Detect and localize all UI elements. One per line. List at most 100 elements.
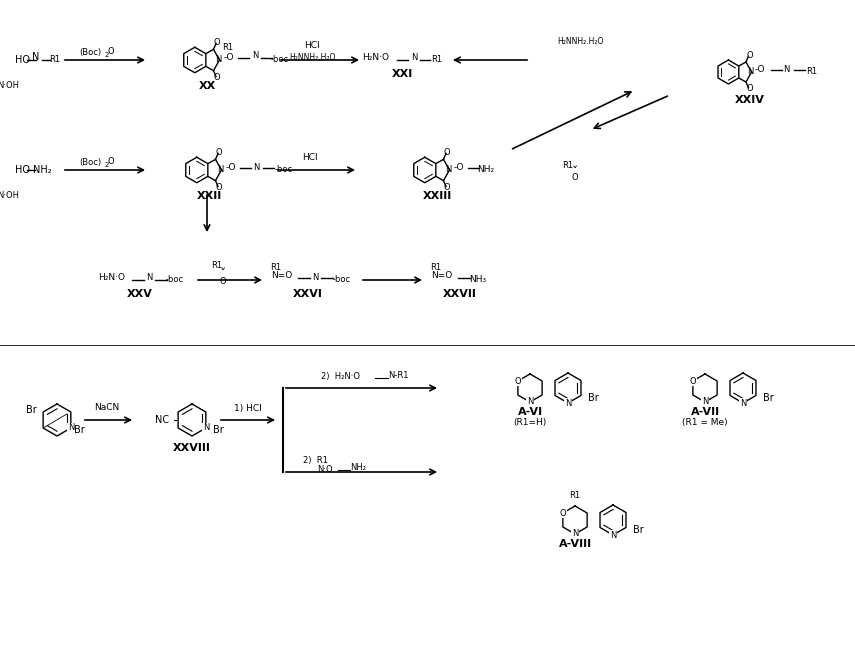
Text: ˇ: ˇ [220, 268, 226, 281]
Text: O: O [690, 376, 696, 385]
Text: O: O [444, 148, 451, 157]
Text: A-VI: A-VI [517, 407, 543, 417]
Text: N: N [610, 530, 616, 540]
Text: N: N [217, 166, 224, 174]
Text: XXI: XXI [392, 69, 413, 79]
Text: XXVI: XXVI [293, 289, 323, 299]
Text: N: N [783, 64, 790, 73]
Text: XX: XX [198, 81, 215, 91]
Text: N: N [572, 530, 578, 538]
Text: ˇ: ˇ [572, 166, 578, 179]
Text: NH₃: NH₃ [469, 276, 486, 285]
Text: XXVII: XXVII [443, 289, 477, 299]
Text: R1: R1 [430, 263, 441, 272]
Text: N·O: N·O [317, 465, 333, 473]
Text: HCl: HCl [302, 153, 318, 162]
Text: O: O [108, 157, 115, 166]
Text: O: O [214, 38, 221, 47]
Text: N: N [252, 51, 258, 60]
Text: N: N [527, 398, 534, 406]
Text: N: N [203, 424, 209, 432]
Text: R1: R1 [270, 263, 281, 272]
Text: 2: 2 [105, 52, 109, 58]
Text: -boc: -boc [270, 55, 288, 64]
Text: XXIII: XXIII [422, 191, 451, 201]
Text: N: N [410, 53, 417, 62]
Text: O: O [746, 84, 752, 93]
Text: N: N [740, 398, 746, 408]
Text: H₂NNH₂.H₂O: H₂NNH₂.H₂O [557, 38, 603, 47]
Text: A-VII: A-VII [691, 407, 720, 417]
Text: 2: 2 [105, 162, 109, 168]
Text: NC: NC [155, 415, 169, 425]
Text: NaCN: NaCN [94, 404, 120, 413]
Text: O: O [220, 278, 227, 287]
Text: 2)  H₂N·O: 2) H₂N·O [321, 372, 359, 380]
Text: R1: R1 [563, 161, 574, 170]
Text: R1: R1 [222, 44, 233, 53]
Text: NH₂: NH₂ [350, 463, 366, 473]
Text: Br: Br [763, 393, 774, 403]
Text: R1: R1 [432, 55, 443, 64]
Text: (R1 = Me): (R1 = Me) [682, 419, 728, 428]
Text: R1: R1 [211, 261, 222, 270]
Text: O: O [444, 183, 451, 192]
Text: N: N [215, 55, 221, 64]
Text: N: N [702, 398, 708, 406]
Text: XXII: XXII [197, 191, 221, 201]
Text: R1: R1 [806, 68, 817, 77]
Text: XXIV: XXIV [735, 95, 765, 105]
Text: -O: -O [225, 162, 236, 172]
Text: R1: R1 [50, 55, 61, 64]
Text: XXVIII: XXVIII [173, 443, 211, 453]
Text: (R1=H): (R1=H) [513, 419, 546, 428]
Text: N: N [312, 272, 318, 281]
Text: N·OH: N·OH [0, 81, 19, 90]
Text: -O: -O [453, 162, 463, 172]
Text: XXV: XXV [127, 289, 153, 299]
Text: HO: HO [15, 55, 30, 65]
Text: O: O [515, 376, 522, 385]
Text: Br: Br [587, 393, 598, 403]
Text: N: N [445, 166, 451, 174]
Text: H₂N·O: H₂N·O [363, 53, 390, 62]
Text: Br: Br [213, 425, 223, 435]
Text: (Boc): (Boc) [79, 47, 101, 57]
Text: -O: -O [223, 53, 233, 62]
Text: N-R1: N-R1 [388, 372, 408, 380]
Text: NH₂: NH₂ [477, 166, 494, 174]
Text: O: O [572, 174, 578, 183]
Text: 1) HCl: 1) HCl [234, 404, 262, 413]
Text: -boc: -boc [333, 276, 351, 285]
Text: Br: Br [633, 525, 643, 535]
Text: -boc: -boc [166, 276, 184, 285]
Text: Br: Br [26, 405, 37, 415]
Text: N: N [32, 52, 39, 62]
Text: O: O [559, 508, 566, 517]
Text: R1: R1 [569, 491, 581, 500]
Text: NH₂: NH₂ [32, 165, 51, 175]
Text: -O: -O [754, 66, 765, 75]
Text: O: O [214, 73, 221, 82]
Text: -boc: -boc [274, 166, 292, 174]
Text: N·OH: N·OH [0, 190, 19, 200]
Text: (Boc): (Boc) [79, 157, 101, 166]
Text: N=O: N=O [432, 272, 452, 281]
Text: O: O [216, 148, 222, 157]
Text: N: N [747, 68, 754, 77]
Text: O: O [108, 47, 115, 57]
Text: HO: HO [15, 165, 30, 175]
Text: HCl: HCl [304, 42, 320, 51]
Text: O: O [216, 183, 222, 192]
Text: 2)  R1: 2) R1 [303, 456, 327, 465]
Text: A-VIII: A-VIII [558, 539, 592, 549]
Text: N: N [146, 272, 152, 281]
Text: N: N [565, 398, 571, 408]
Text: Br: Br [74, 425, 85, 435]
Text: O: O [746, 51, 752, 60]
Text: N: N [253, 162, 260, 172]
Text: N: N [68, 424, 74, 432]
Text: H₂N·O: H₂N·O [98, 272, 126, 281]
Text: N=O: N=O [271, 272, 292, 281]
Text: H₂NNH₂.H₂O: H₂NNH₂.H₂O [289, 53, 335, 62]
